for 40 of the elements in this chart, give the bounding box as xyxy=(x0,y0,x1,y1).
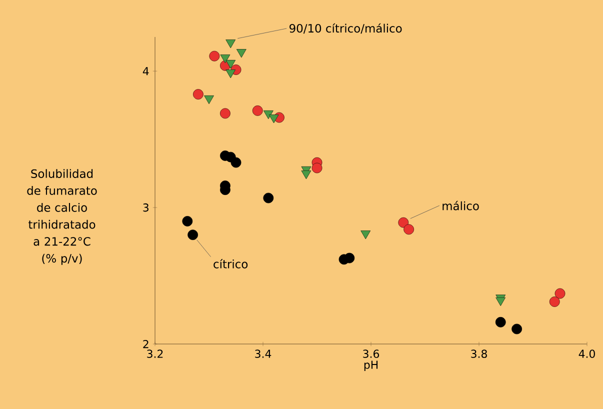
point xyxy=(312,162,322,174)
point xyxy=(220,108,230,119)
point xyxy=(512,324,522,334)
x-tick-label: 3.4 xyxy=(255,350,272,358)
point xyxy=(344,252,355,264)
point xyxy=(263,110,274,120)
point xyxy=(182,216,193,226)
annotation: cítrico xyxy=(214,259,248,268)
point xyxy=(263,192,274,204)
point xyxy=(204,95,214,104)
point xyxy=(188,230,198,240)
point xyxy=(230,157,242,168)
x-tick-label: 4.0 xyxy=(578,350,595,358)
annotation: málico xyxy=(442,200,479,210)
annotation: 90/10 cítrico/málico xyxy=(290,23,402,34)
y-tick-label: 4 xyxy=(142,67,149,76)
y-tick-label: 3 xyxy=(143,203,148,212)
y-axis-title: Solubilidad de fumarato de calcio trihidratado a 21-22°C (% p/v) xyxy=(27,169,97,265)
point xyxy=(268,114,279,124)
point xyxy=(209,50,220,62)
x-tick-label: 3.2 xyxy=(147,350,163,358)
point xyxy=(495,316,506,328)
point xyxy=(226,40,236,48)
point xyxy=(220,54,230,64)
point xyxy=(193,89,204,100)
point xyxy=(496,297,506,306)
point xyxy=(301,170,312,180)
x-axis-title: pH xyxy=(364,360,378,372)
y-tick-label: 2 xyxy=(143,340,148,348)
point xyxy=(554,288,566,299)
point xyxy=(252,105,263,116)
point xyxy=(549,296,560,307)
point xyxy=(404,224,414,235)
point xyxy=(226,60,236,69)
point xyxy=(236,49,246,58)
point xyxy=(226,70,236,78)
x-tick-label: 3.8 xyxy=(471,350,487,358)
point xyxy=(398,217,409,228)
x-tick-label: 3.6 xyxy=(363,350,380,358)
point xyxy=(360,230,371,240)
